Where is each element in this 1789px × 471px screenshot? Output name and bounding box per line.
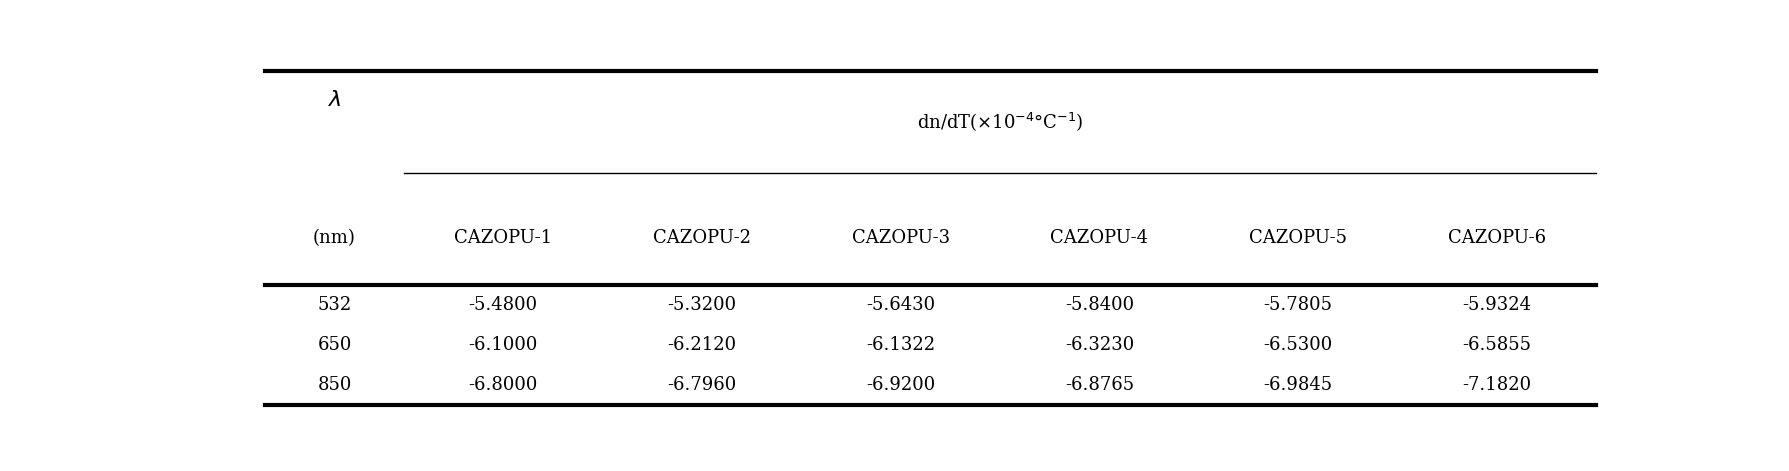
Text: -6.2120: -6.2120 (667, 336, 737, 354)
Text: -6.5855: -6.5855 (1462, 336, 1531, 354)
Text: -6.1322: -6.1322 (866, 336, 936, 354)
Text: dn/dT($\times$10$^{-4}$$\degree$C$^{-1}$): dn/dT($\times$10$^{-4}$$\degree$C$^{-1}$… (916, 110, 1084, 133)
Text: -6.7960: -6.7960 (667, 376, 737, 394)
Text: (nm): (nm) (313, 229, 356, 247)
Text: 650: 650 (317, 336, 352, 354)
Text: CAZOPU-5: CAZOPU-5 (1249, 229, 1347, 247)
Text: 532: 532 (317, 296, 352, 314)
Text: -5.3200: -5.3200 (667, 296, 737, 314)
Text: -6.8000: -6.8000 (469, 376, 538, 394)
Text: CAZOPU-6: CAZOPU-6 (1447, 229, 1546, 247)
Text: -6.5300: -6.5300 (1263, 336, 1333, 354)
Text: -5.8400: -5.8400 (1064, 296, 1134, 314)
Text: CAZOPU-3: CAZOPU-3 (852, 229, 950, 247)
Text: $\lambda$: $\lambda$ (327, 89, 342, 111)
Text: -6.1000: -6.1000 (469, 336, 538, 354)
Text: -6.9845: -6.9845 (1263, 376, 1333, 394)
Text: CAZOPU-1: CAZOPU-1 (454, 229, 553, 247)
Text: -5.9324: -5.9324 (1462, 296, 1531, 314)
Text: CAZOPU-2: CAZOPU-2 (653, 229, 751, 247)
Text: -7.1820: -7.1820 (1462, 376, 1531, 394)
Text: -6.3230: -6.3230 (1064, 336, 1134, 354)
Text: CAZOPU-4: CAZOPU-4 (1050, 229, 1149, 247)
Text: -5.7805: -5.7805 (1263, 296, 1333, 314)
Text: -6.8765: -6.8765 (1064, 376, 1134, 394)
Text: -5.4800: -5.4800 (469, 296, 538, 314)
Text: -5.6430: -5.6430 (866, 296, 936, 314)
Text: -6.9200: -6.9200 (866, 376, 936, 394)
Text: 850: 850 (317, 376, 352, 394)
